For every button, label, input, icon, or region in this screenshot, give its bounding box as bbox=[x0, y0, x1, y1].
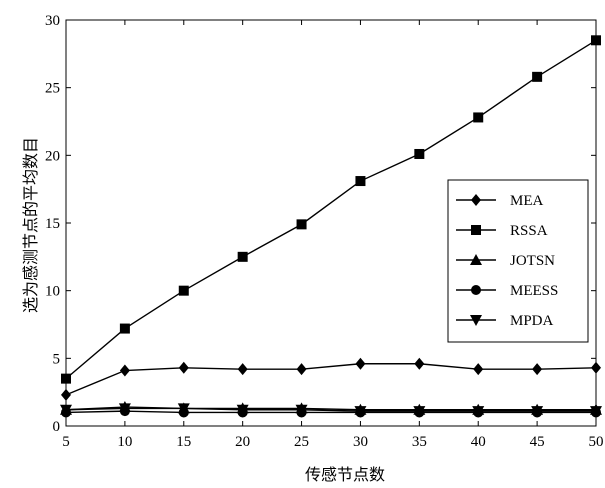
data-point-mpda bbox=[236, 404, 249, 416]
legend: MEA RSSA JOTSN MEESS MPDA bbox=[447, 179, 589, 343]
data-point-mpda bbox=[354, 406, 367, 418]
legend-marker bbox=[471, 285, 481, 295]
data-point-mea bbox=[414, 357, 425, 370]
y-tick-label: 10 bbox=[45, 284, 60, 300]
legend-marker bbox=[470, 315, 482, 326]
x-tick-label: 25 bbox=[294, 434, 309, 450]
legend-label: MPDA bbox=[510, 313, 554, 329]
data-point-mpda bbox=[413, 406, 426, 418]
y-tick-label: 0 bbox=[53, 419, 61, 435]
legend-item-jotsn: JOTSN bbox=[456, 253, 555, 269]
x-tick-label: 20 bbox=[235, 434, 250, 450]
series-mea bbox=[61, 357, 601, 401]
legend-item-mea: MEA bbox=[456, 193, 544, 209]
data-point-mea bbox=[296, 363, 307, 376]
y-tick-label: 30 bbox=[45, 13, 60, 29]
data-point-mpda bbox=[531, 406, 544, 418]
y-tick-label: 5 bbox=[53, 351, 61, 367]
series-line-meess bbox=[65, 410, 596, 414]
data-point-rssa bbox=[414, 148, 425, 159]
data-point-rssa bbox=[237, 251, 248, 262]
data-point-rssa bbox=[178, 285, 189, 296]
y-tick-label: 20 bbox=[45, 148, 60, 164]
x-axis: 5 10 15 20 25 30 35 40 45 50 bbox=[62, 20, 604, 450]
legend-label: JOTSN bbox=[510, 253, 555, 269]
series-line-rssa bbox=[65, 39, 597, 380]
x-axis-label: 传感节点数 bbox=[305, 465, 385, 484]
data-point-rssa bbox=[61, 373, 71, 384]
legend-item-rssa: RSSA bbox=[456, 223, 548, 239]
x-tick-label: 10 bbox=[117, 434, 132, 450]
y-axis: 0 5 10 15 20 25 30 bbox=[45, 13, 596, 435]
y-tick-label: 15 bbox=[45, 216, 60, 232]
data-point-mea bbox=[119, 364, 130, 377]
data-point-mpda bbox=[295, 404, 308, 416]
data-point-mpda bbox=[60, 404, 72, 416]
data-point-mea bbox=[61, 388, 71, 401]
x-tick-label: 30 bbox=[353, 434, 368, 450]
legend-item-mpda: MPDA bbox=[456, 313, 554, 329]
data-point-mpda bbox=[118, 403, 131, 415]
x-tick-label: 50 bbox=[589, 434, 604, 450]
data-point-mea bbox=[532, 363, 543, 376]
legend-marker bbox=[470, 254, 482, 265]
data-point-mea bbox=[473, 363, 484, 376]
legend-label: MEESS bbox=[510, 283, 558, 299]
y-tick-label: 25 bbox=[45, 81, 60, 97]
data-point-mea bbox=[591, 361, 601, 374]
data-point-mea bbox=[355, 357, 366, 370]
series-line-mea bbox=[65, 363, 597, 396]
data-point-rssa bbox=[296, 219, 307, 230]
series-line-mpda bbox=[65, 407, 596, 412]
legend-label: MEA bbox=[510, 193, 544, 209]
y-axis-label: 选为感测节点的平均数目 bbox=[21, 137, 40, 313]
series-layer bbox=[60, 35, 602, 418]
data-point-rssa bbox=[591, 35, 601, 46]
data-point-rssa bbox=[119, 323, 130, 334]
legend-marker bbox=[471, 225, 481, 235]
data-point-mpda bbox=[177, 403, 190, 415]
x-tick-label: 45 bbox=[530, 434, 545, 450]
series-mpda bbox=[60, 403, 602, 418]
data-point-rssa bbox=[355, 176, 366, 187]
legend-label: RSSA bbox=[510, 223, 548, 239]
x-tick-label: 35 bbox=[412, 434, 427, 450]
legend-marker bbox=[471, 194, 481, 206]
x-tick-label: 40 bbox=[471, 434, 486, 450]
data-point-mpda bbox=[472, 406, 485, 418]
data-point-mpda bbox=[590, 406, 602, 418]
data-point-rssa bbox=[532, 71, 543, 82]
data-point-mea bbox=[237, 363, 248, 376]
data-point-mea bbox=[178, 361, 189, 374]
data-point-rssa bbox=[473, 112, 484, 123]
x-tick-label: 15 bbox=[176, 434, 191, 450]
legend-item-meess: MEESS bbox=[456, 283, 558, 299]
series-rssa bbox=[61, 35, 601, 384]
x-tick-label: 5 bbox=[62, 434, 70, 450]
